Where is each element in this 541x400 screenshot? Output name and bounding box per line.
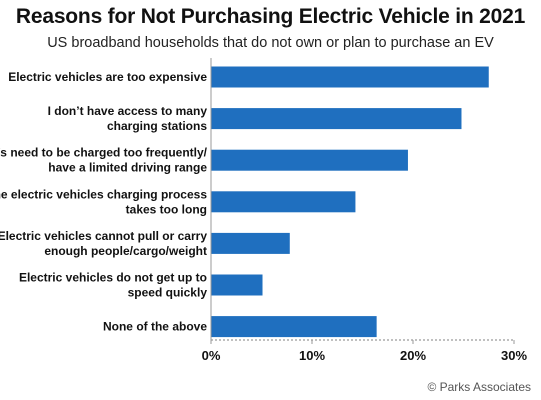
category-label-2: EVs need to be charged too frequently/ha… bbox=[0, 146, 208, 175]
chart-subtitle: US broadband households that do not own … bbox=[47, 35, 494, 51]
x-tick-label-0: 0% bbox=[202, 348, 221, 363]
category-label-3: The electric vehicles charging process ta… bbox=[0, 187, 207, 216]
bar-1 bbox=[211, 108, 462, 130]
x-tick-label-3: 30% bbox=[501, 348, 527, 363]
bar-6 bbox=[211, 316, 377, 338]
bar-3 bbox=[211, 191, 356, 213]
x-tick-label-1: 10% bbox=[299, 348, 325, 363]
category-label-5: Electric vehicles do not get up to speed … bbox=[19, 271, 207, 300]
chart-title: Reasons for Not Purchasing Electric Vehi… bbox=[15, 5, 526, 28]
x-tick-label-2: 20% bbox=[400, 348, 426, 363]
bar-2 bbox=[211, 149, 408, 171]
category-label-4: Electric vehicles cannot pull or carry en… bbox=[0, 229, 207, 258]
category-label-1: I don’t have access to many charging stat… bbox=[48, 104, 208, 133]
category-label-0: Electric vehicles are too expensive bbox=[8, 70, 207, 84]
bar-5 bbox=[211, 274, 263, 296]
bar-0 bbox=[211, 66, 489, 88]
bar-4 bbox=[211, 232, 290, 254]
category-label-6: None of the above bbox=[103, 320, 207, 334]
source-credit: © Parks Associates bbox=[427, 380, 531, 394]
